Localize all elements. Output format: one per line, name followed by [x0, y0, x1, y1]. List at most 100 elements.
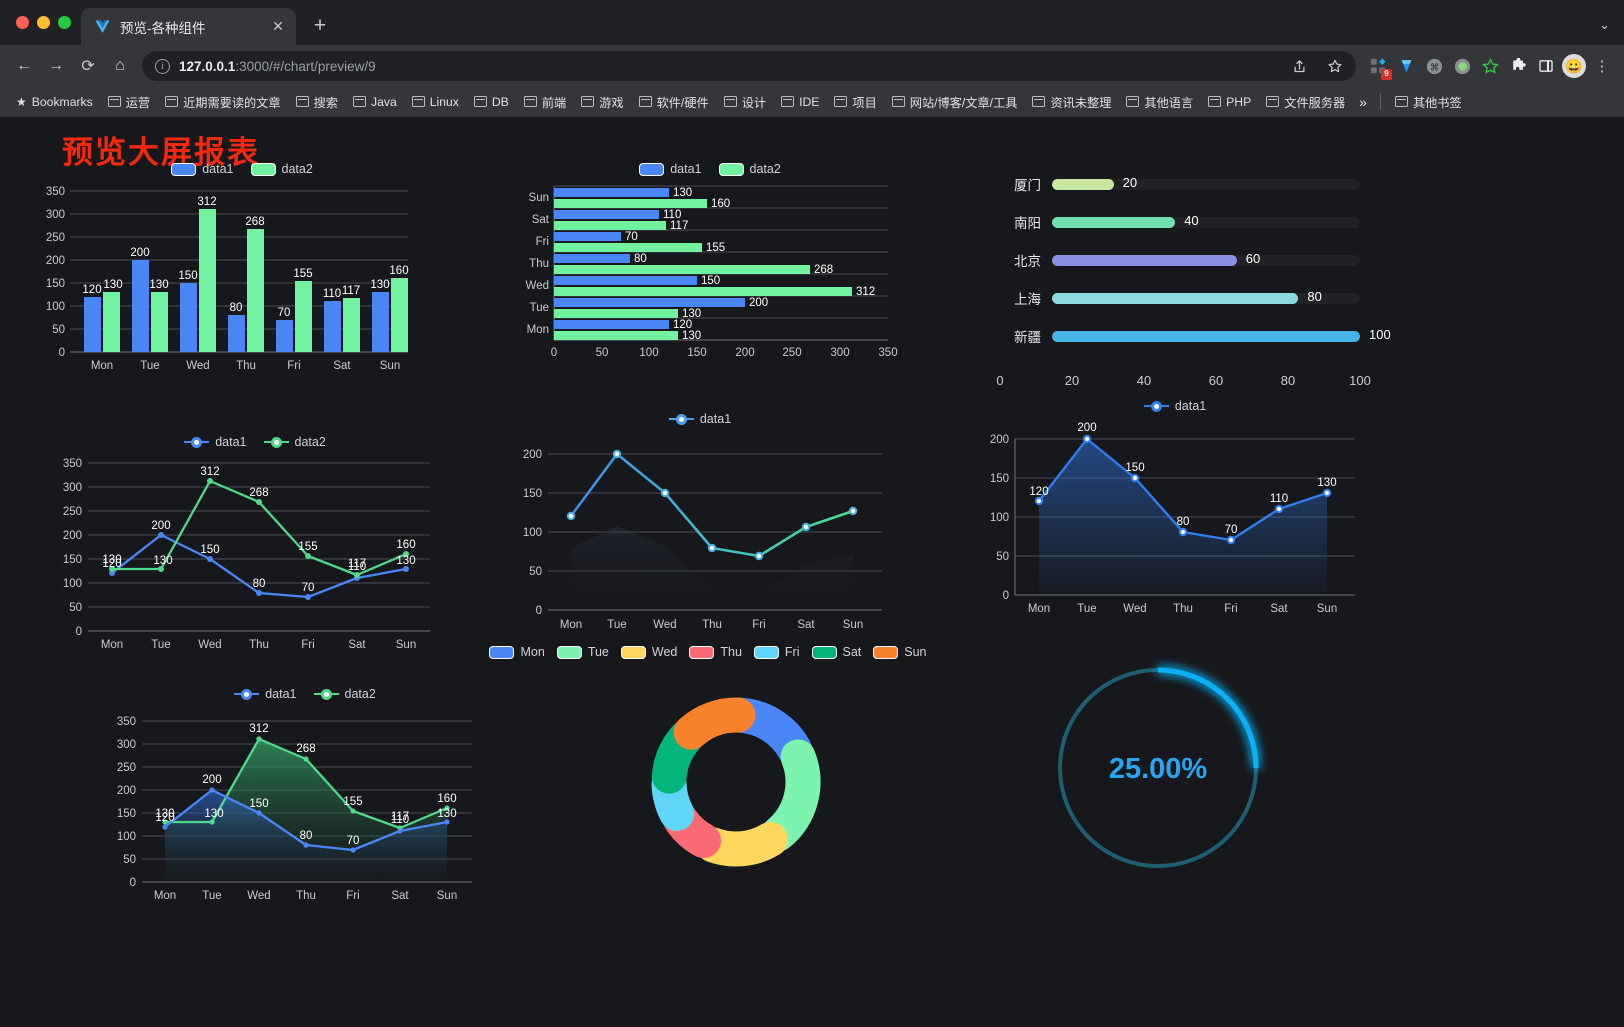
legend-item-data2[interactable]: data2 [263, 435, 326, 449]
legend-item-wed[interactable]: Wed [620, 645, 677, 659]
green-star-icon[interactable] [1477, 53, 1503, 79]
legend-item-data1[interactable]: data1 [171, 162, 234, 176]
bookmark-label: 文件服务器 [1284, 95, 1346, 110]
bookmark-folder-articles[interactable]: 近期需要读的文章 [159, 90, 287, 114]
svg-text:150: 150 [117, 808, 136, 820]
bar-group-sat: 110 117 [323, 285, 360, 352]
browser-menu-icon[interactable]: ⋮ [1594, 58, 1610, 75]
bookmark-folder-otherlang[interactable]: 其他语言 [1120, 90, 1199, 114]
legend-item-data1[interactable]: data1 [184, 435, 247, 449]
bookmark-folder-yunying[interactable]: 运营 [102, 90, 156, 114]
svg-text:50: 50 [529, 566, 542, 578]
svg-text:110: 110 [663, 209, 681, 221]
svg-text:100: 100 [523, 527, 542, 539]
bookmark-folder-news[interactable]: 资讯未整理 [1026, 90, 1117, 114]
legend-item-tue[interactable]: Tue [556, 645, 609, 659]
bookmark-folder-fileserver[interactable]: 文件服务器 [1260, 90, 1351, 114]
other-bookmarks-folder[interactable]: 其他书签 [1389, 90, 1468, 114]
line-gradient-svg: 200 150 100 50 0 Mon Tue Wed Thu Fri Sat… [523, 449, 882, 631]
points-data1 [1034, 434, 1332, 545]
tab-close-icon[interactable]: ✕ [272, 18, 284, 34]
legend-item-data1[interactable]: data1 [668, 412, 731, 426]
browser-tab[interactable]: 预览-各种组件 ✕ [81, 8, 296, 45]
svg-text:200: 200 [130, 247, 149, 259]
back-button[interactable]: ← [16, 57, 32, 74]
bookmark-item-bookmarks[interactable]: ★ Bookmarks [10, 92, 99, 112]
progress-track[interactable]: 60 [1052, 251, 1360, 266]
command-icon[interactable]: ⌘ [1421, 53, 1447, 79]
chevron-down-icon[interactable]: ⌄ [1599, 17, 1610, 32]
forward-button[interactable]: → [48, 57, 64, 74]
bookmark-folder-linux[interactable]: Linux [406, 92, 465, 112]
legend-item-sun[interactable]: Sun [873, 645, 927, 659]
bookmark-folder-ide[interactable]: IDE [775, 92, 825, 112]
legend-swatch-icon [873, 645, 899, 659]
legend-label: data1 [1174, 399, 1207, 413]
progress-track[interactable]: 20 [1052, 175, 1360, 190]
address-bar[interactable]: i 127.0.0.1:3000/#/chart/preview/9 [142, 51, 1356, 81]
legend-item-sat[interactable]: Sat [811, 645, 861, 659]
progress-track[interactable]: 100 [1052, 327, 1391, 342]
url-host: 127.0.0.1 [179, 58, 236, 74]
chart-progress-bars: 厦门 20 南阳 40 北京 60 [996, 165, 1391, 425]
share-icon[interactable] [1286, 53, 1312, 79]
close-window-button[interactable] [16, 16, 29, 29]
hbar-group-thu: 80 268 Thu [529, 253, 833, 276]
legend-item-mon[interactable]: Mon [489, 645, 545, 659]
svg-text:130: 130 [153, 555, 172, 567]
avatar: 😀 [1562, 54, 1586, 78]
reload-button[interactable]: ⟳ [81, 58, 95, 75]
hbar-group-mon: 120 130 Mon [527, 319, 702, 342]
legend-item-data1[interactable]: data1 [639, 162, 702, 176]
site-info-icon[interactable]: i [155, 58, 170, 74]
progress-track[interactable]: 40 [1052, 213, 1360, 228]
bookmark-folder-java[interactable]: Java [347, 92, 403, 112]
extension-grid-icon[interactable]: 9 [1365, 53, 1392, 80]
legend-swatch-icon [718, 162, 744, 176]
svg-text:150: 150 [178, 270, 197, 282]
bookmark-folder-php[interactable]: PHP [1202, 92, 1257, 112]
bookmarks-bar: ★ Bookmarks 运营 近期需要读的文章 搜索 Java Linux DB… [0, 87, 1624, 117]
legend-item-data2[interactable]: data2 [250, 162, 313, 176]
legend-item-fri[interactable]: Fri [753, 645, 800, 659]
legend-item-thu[interactable]: Thu [689, 645, 742, 659]
bar-group-thu: 80 268 [228, 216, 265, 352]
legend-item-data1[interactable]: data1 [234, 687, 297, 701]
diamond-icon[interactable] [1393, 53, 1419, 79]
bookmark-star-icon[interactable] [1322, 53, 1348, 79]
bookmark-folder-search[interactable]: 搜索 [290, 90, 344, 114]
bookmark-label: 其他书签 [1412, 95, 1462, 110]
svg-text:Sun: Sun [529, 192, 549, 204]
bookmark-folder-project[interactable]: 项目 [828, 90, 882, 114]
svg-text:Mon: Mon [154, 890, 176, 902]
legend-item-data2[interactable]: data2 [313, 687, 376, 701]
bookmark-folder-games[interactable]: 游戏 [575, 90, 629, 114]
svg-text:80: 80 [634, 253, 647, 265]
svg-text:155: 155 [343, 796, 362, 808]
legend-item-data2[interactable]: data2 [718, 162, 781, 176]
puzzle-icon[interactable] [1505, 53, 1531, 79]
svg-text:Sat: Sat [532, 214, 550, 226]
minimize-window-button[interactable] [37, 16, 50, 29]
bookmark-folder-db[interactable]: DB [468, 92, 515, 112]
legend-swatch-icon [556, 645, 582, 659]
legend-swatch-icon [689, 645, 715, 659]
progress-track[interactable]: 80 [1052, 289, 1360, 304]
svg-text:100: 100 [46, 301, 65, 313]
chart-horizontal-bar: data1 data2 [510, 162, 910, 422]
home-button[interactable]: ⌂ [115, 57, 125, 74]
svg-text:Tue: Tue [607, 619, 626, 631]
bookmark-folder-frontend[interactable]: 前端 [518, 90, 572, 114]
svg-text:120: 120 [673, 319, 692, 331]
bookmark-folder-design[interactable]: 设计 [718, 90, 772, 114]
maximize-window-button[interactable] [58, 16, 71, 29]
sidebar-icon[interactable] [1533, 53, 1559, 79]
profile-avatar[interactable]: 😀 [1561, 53, 1587, 79]
new-tab-button[interactable]: + [313, 14, 327, 37]
bookmarks-overflow-button[interactable]: » [1359, 93, 1367, 110]
legend-item-data1[interactable]: data1 [1143, 399, 1207, 413]
svg-text:300: 300 [63, 482, 82, 494]
bookmark-folder-websites[interactable]: 网站/博客/文章/工具 [886, 90, 1024, 114]
green-circle-icon[interactable] [1449, 53, 1475, 79]
bookmark-folder-software[interactable]: 软件/硬件 [633, 90, 715, 114]
